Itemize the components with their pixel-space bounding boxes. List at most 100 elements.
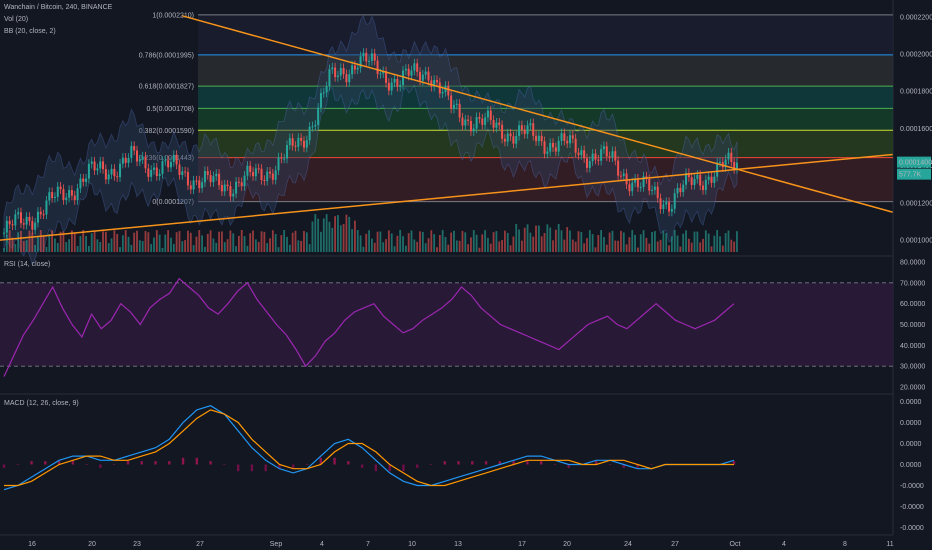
rsi-axis-tick: 30.0000 bbox=[900, 364, 925, 371]
volume-bar bbox=[243, 236, 246, 252]
candle-body bbox=[365, 52, 368, 62]
volume-bar bbox=[20, 231, 22, 252]
macd-histogram-bar bbox=[567, 464, 570, 468]
vol-indicator-label[interactable]: Vol (20) bbox=[4, 16, 29, 23]
candle-body bbox=[665, 202, 668, 205]
volume-bar bbox=[648, 243, 651, 252]
candle-body bbox=[206, 171, 209, 176]
macd-axis-tick: -0.0000 bbox=[900, 483, 924, 490]
volume-bar bbox=[136, 230, 138, 252]
volume-bar bbox=[235, 246, 237, 252]
macd-histogram-bar bbox=[181, 457, 185, 465]
candle-body bbox=[73, 195, 76, 201]
candle-body bbox=[305, 140, 308, 148]
candle-body bbox=[175, 154, 178, 165]
rsi-indicator-label[interactable]: RSI (14, close) bbox=[4, 261, 51, 268]
volume-bar bbox=[560, 230, 563, 252]
volume-bar bbox=[631, 230, 634, 252]
volume-bar bbox=[280, 235, 283, 252]
time-axis-tick: 27 bbox=[671, 541, 679, 548]
candle-body bbox=[297, 137, 300, 147]
volume-bar bbox=[172, 243, 175, 252]
volume-bar bbox=[501, 239, 503, 252]
candle-body bbox=[186, 172, 189, 186]
volume-bar bbox=[430, 230, 433, 252]
macd-histogram-bar bbox=[622, 464, 626, 468]
macd-histogram-bar bbox=[416, 464, 419, 468]
candle-body bbox=[685, 172, 688, 185]
macd-axis-tick: 0.0000 bbox=[900, 462, 922, 469]
price-axis-tick: 0.0002200 bbox=[900, 14, 932, 21]
volume-bar bbox=[187, 230, 189, 252]
volume-bar bbox=[204, 246, 206, 252]
volume-bar bbox=[189, 232, 192, 252]
candle-body bbox=[469, 120, 472, 132]
volume-bar bbox=[155, 230, 158, 252]
candle-body bbox=[229, 186, 232, 197]
volume-bar bbox=[385, 239, 387, 252]
candle-body bbox=[679, 187, 682, 193]
volume-bar bbox=[404, 245, 407, 252]
volume-bar bbox=[348, 216, 351, 252]
candle-body bbox=[552, 142, 555, 148]
volume-bar bbox=[147, 232, 150, 252]
volume-bar bbox=[249, 233, 252, 252]
volume-bar bbox=[543, 233, 546, 252]
volume-bar bbox=[181, 241, 184, 252]
volume-bar bbox=[554, 229, 557, 252]
volume-bar bbox=[461, 230, 464, 252]
price-axis-tick: 0.0001600 bbox=[900, 126, 932, 133]
candle-body bbox=[399, 84, 402, 87]
macd-axis-tick: 0.0000 bbox=[900, 441, 922, 448]
volume-bar bbox=[45, 246, 48, 252]
candle-body bbox=[523, 129, 526, 134]
time-axis-tick: 7 bbox=[366, 541, 370, 548]
macd-histogram-bar bbox=[595, 461, 598, 465]
candle-body bbox=[93, 161, 96, 171]
volume-bar bbox=[690, 242, 693, 252]
volume-bar bbox=[676, 235, 679, 252]
volume-bar bbox=[673, 230, 676, 252]
macd-histogram-bar bbox=[636, 464, 639, 468]
bb-indicator-label[interactable]: BB (20, close, 2) bbox=[4, 28, 56, 35]
volume-bar bbox=[175, 232, 178, 252]
volume-bar bbox=[79, 235, 82, 252]
candle-body bbox=[461, 117, 464, 126]
volume-bar bbox=[489, 243, 492, 252]
macd-histogram-bar bbox=[360, 464, 364, 468]
volume-bar bbox=[93, 230, 96, 252]
volume-bar bbox=[22, 241, 25, 252]
macd-indicator-label[interactable]: MACD (12, 26, close, 9) bbox=[4, 400, 79, 407]
candle-body bbox=[339, 67, 342, 76]
candle-body bbox=[178, 164, 181, 175]
volume-bar bbox=[515, 224, 518, 252]
candle-body bbox=[676, 187, 679, 194]
candle-body bbox=[314, 124, 317, 127]
candle-body bbox=[557, 140, 560, 152]
volume-bar bbox=[320, 231, 322, 252]
volume-bar bbox=[588, 230, 591, 252]
volume-bar bbox=[266, 243, 269, 252]
candle-body bbox=[215, 173, 218, 177]
candle-body bbox=[17, 212, 20, 215]
volume-bar bbox=[39, 230, 42, 252]
rsi-band bbox=[0, 282, 893, 367]
volume-bar bbox=[574, 241, 577, 252]
volume-bar bbox=[637, 247, 639, 252]
symbol-title[interactable]: Wanchain / Bitcoin, 240, BINANCE bbox=[4, 4, 113, 11]
candle-body bbox=[254, 168, 257, 177]
volume-bar bbox=[198, 230, 201, 252]
candle-body bbox=[617, 160, 620, 176]
candle-body bbox=[368, 60, 371, 62]
volume-bar bbox=[467, 244, 470, 252]
candle-body bbox=[458, 103, 461, 118]
candle-body bbox=[569, 135, 571, 144]
volume-bar bbox=[54, 238, 56, 252]
candle-body bbox=[472, 128, 475, 132]
candle-body bbox=[495, 122, 498, 128]
volume-bar bbox=[308, 244, 311, 252]
candle-body bbox=[167, 160, 170, 168]
trendline bbox=[0, 153, 893, 241]
volume-bar bbox=[696, 231, 699, 252]
